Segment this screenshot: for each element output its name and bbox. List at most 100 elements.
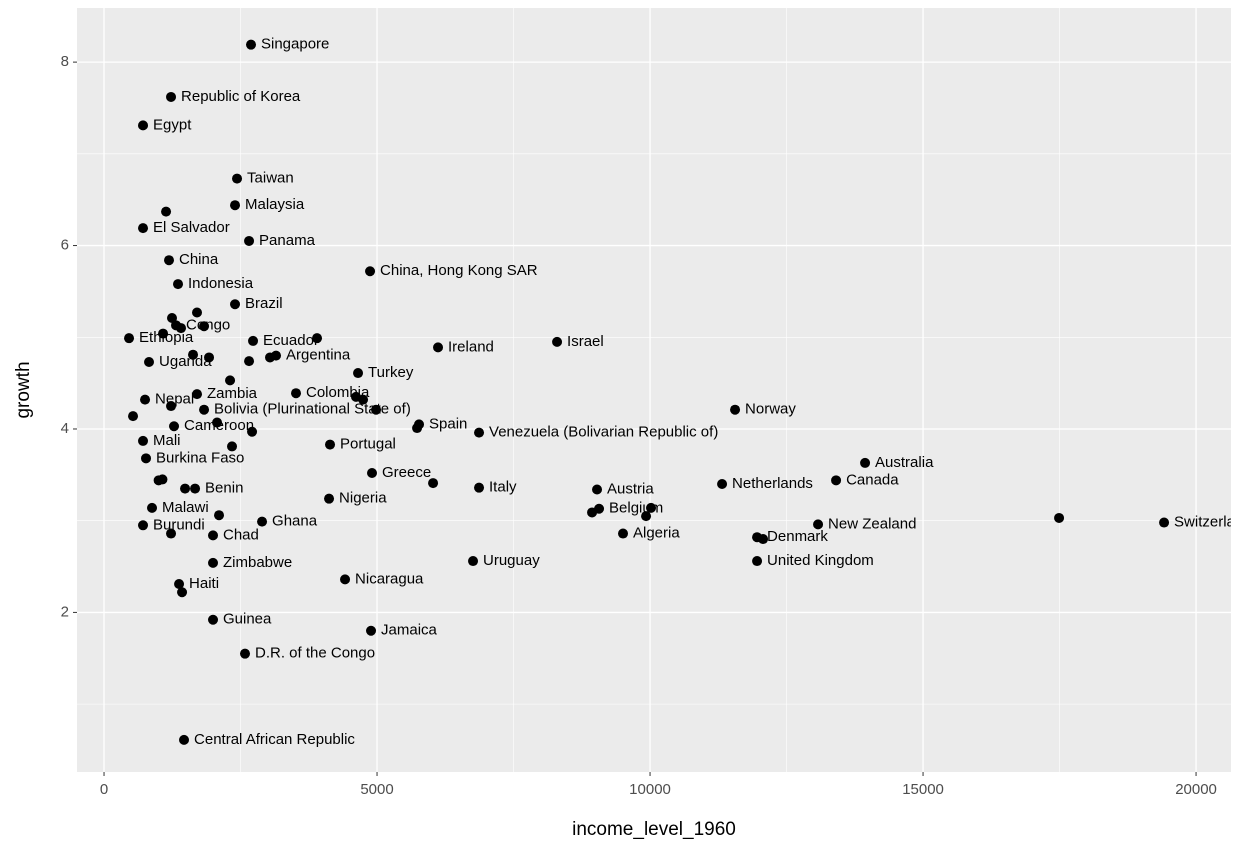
- point: [192, 389, 203, 400]
- marks: Singapore Republic of Korea Egypt Taiwan Mal…: [124, 36, 1236, 748]
- point: [752, 556, 763, 567]
- grid: [77, 8, 1231, 772]
- point-label: Indonesia: [188, 275, 254, 292]
- x-tick-label: 20000: [1175, 781, 1217, 798]
- point: [646, 502, 657, 513]
- point-label: Uruguay: [483, 552, 540, 569]
- point: [474, 427, 485, 438]
- point-label: Burkina Faso: [156, 449, 244, 466]
- point-label: Switzerland: [1174, 513, 1236, 530]
- point: [169, 421, 180, 432]
- point-label: Guinea: [223, 611, 272, 628]
- point: [717, 479, 728, 490]
- point: [180, 483, 191, 494]
- point: [248, 335, 259, 346]
- point: [214, 510, 225, 521]
- point: [831, 475, 842, 486]
- x-axis-title: income_level_1960: [572, 819, 736, 840]
- point: [641, 511, 652, 522]
- point-label: Bolivia (Plurinational State of): [214, 401, 411, 418]
- point-label: New Zealand: [828, 515, 916, 532]
- point: [592, 484, 603, 495]
- x-tick-label: 0: [100, 781, 108, 798]
- point-label: Nepal: [155, 391, 194, 408]
- point: [208, 614, 219, 625]
- point: [199, 321, 210, 332]
- y-tick-label: 4: [61, 420, 69, 437]
- point-label: Zambia: [207, 385, 258, 402]
- point: [167, 313, 178, 324]
- point: [177, 587, 188, 598]
- axes: 0 5000 10000 15000 20000 2 4 6 8: [61, 53, 1217, 798]
- point-label: China: [179, 251, 219, 268]
- point-label: Singapore: [261, 36, 329, 53]
- point: [124, 333, 135, 344]
- point: [230, 299, 241, 310]
- point-label: Nicaragua: [355, 570, 424, 587]
- point-label: Israel: [567, 333, 604, 350]
- point: [174, 578, 185, 589]
- point-label: Ireland: [448, 338, 494, 355]
- point: [232, 173, 243, 184]
- point: [244, 356, 255, 367]
- y-tick-label: 6: [61, 237, 69, 254]
- point: [208, 557, 219, 568]
- point-label: Jamaica: [381, 622, 438, 639]
- point-label: Algeria: [633, 525, 680, 542]
- point-label: Malaysia: [245, 196, 305, 213]
- point-label: Ethiopia: [139, 329, 194, 346]
- point-label: Ghana: [272, 513, 318, 530]
- point-label: Panama: [259, 232, 316, 249]
- point-label: China, Hong Kong SAR: [380, 262, 538, 279]
- point: [188, 349, 199, 360]
- point: [138, 120, 149, 131]
- y-tick-label: 2: [61, 603, 69, 620]
- point: [240, 648, 251, 659]
- point: [353, 368, 364, 379]
- x-tick-label: 5000: [360, 781, 393, 798]
- point: [164, 255, 175, 266]
- point: [325, 439, 336, 450]
- point: [587, 507, 598, 518]
- point: [265, 352, 276, 363]
- point-label: Argentina: [286, 347, 351, 364]
- point: [412, 423, 423, 434]
- point: [244, 235, 255, 246]
- point: [230, 200, 241, 211]
- point: [161, 206, 172, 217]
- point-label: Republic of Korea: [181, 88, 301, 105]
- point: [179, 734, 190, 745]
- point-label: Venezuela (Bolivarian Republic of): [489, 424, 718, 441]
- point: [204, 352, 215, 363]
- point: [225, 375, 236, 386]
- point: [208, 530, 219, 541]
- point-label: Benin: [205, 480, 243, 497]
- x-tick-label: 10000: [629, 781, 671, 798]
- point: [367, 468, 378, 479]
- point: [257, 516, 268, 527]
- point-label: Nigeria: [339, 490, 387, 507]
- point: [366, 625, 377, 636]
- point: [1054, 512, 1065, 523]
- point-label: Chad: [223, 526, 259, 543]
- y-tick-label: 8: [61, 53, 69, 70]
- point: [128, 411, 139, 422]
- point-label: United Kingdom: [767, 552, 874, 569]
- point: [291, 388, 302, 399]
- point-label: Greece: [382, 464, 431, 481]
- point: [813, 519, 824, 530]
- point: [190, 483, 201, 494]
- point: [173, 279, 184, 290]
- point-label: Uganda: [159, 353, 212, 370]
- point-label: Portugal: [340, 436, 396, 453]
- point-label: Burundi: [153, 516, 205, 533]
- point: [860, 457, 871, 468]
- point-label: Denmark: [767, 528, 828, 545]
- point: [141, 453, 152, 464]
- panel: [77, 8, 1231, 772]
- point: [312, 333, 323, 344]
- point: [138, 435, 149, 446]
- point: [433, 342, 444, 353]
- point: [552, 336, 563, 347]
